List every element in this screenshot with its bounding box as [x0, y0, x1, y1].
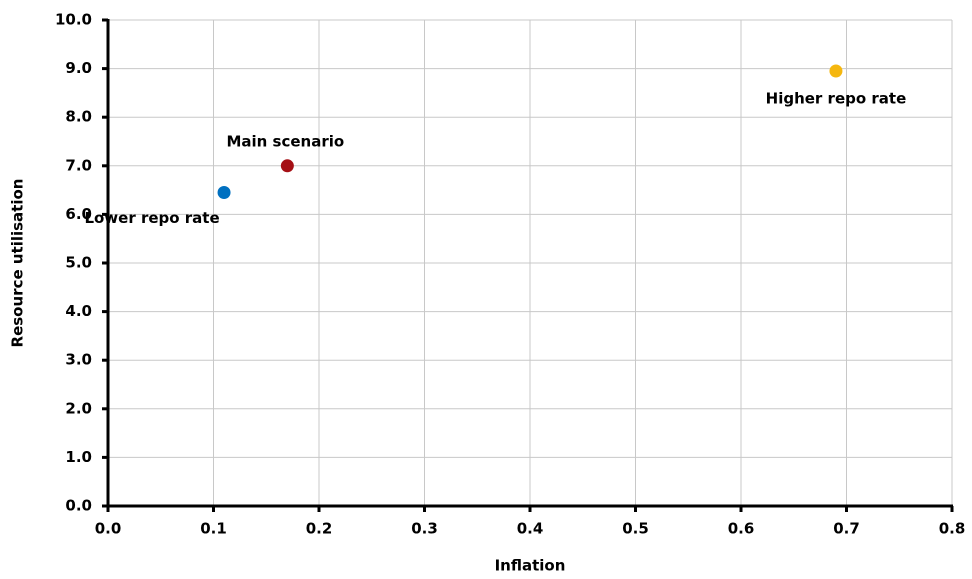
x-tick-label: 0.2: [306, 520, 333, 538]
y-tick-label: 7.0: [65, 156, 92, 174]
point-label: Higher repo rate: [766, 90, 907, 108]
y-tick-label: 0.0: [65, 497, 92, 515]
y-tick-label: 10.0: [55, 11, 92, 29]
x-tick-label: 0.4: [517, 520, 544, 538]
point-label: Lower repo rate: [84, 209, 219, 227]
point-label: Main scenario: [226, 132, 344, 150]
point: [280, 159, 294, 173]
y-tick-label: 1.0: [65, 448, 92, 466]
x-tick-label: 0.0: [95, 520, 122, 538]
y-axis-label: Resource utilisation: [9, 179, 27, 348]
point: [829, 64, 843, 78]
x-tick-label: 0.8: [939, 520, 966, 538]
x-axis-label: Inflation: [495, 557, 566, 575]
y-tick-label: 3.0: [65, 351, 92, 369]
x-tick-label: 0.5: [622, 520, 649, 538]
y-tick-label: 2.0: [65, 399, 92, 417]
y-tick-label: 4.0: [65, 302, 92, 320]
y-tick-label: 5.0: [65, 254, 92, 272]
x-tick-label: 0.6: [728, 520, 755, 538]
y-tick-label: 8.0: [65, 108, 92, 126]
x-tick-label: 0.7: [833, 520, 860, 538]
y-tick-label: 6.0: [65, 205, 92, 223]
point: [217, 186, 231, 200]
y-tick-label: 9.0: [65, 59, 92, 77]
x-tick-label: 0.1: [200, 520, 227, 538]
x-tick-label: 0.3: [411, 520, 438, 538]
